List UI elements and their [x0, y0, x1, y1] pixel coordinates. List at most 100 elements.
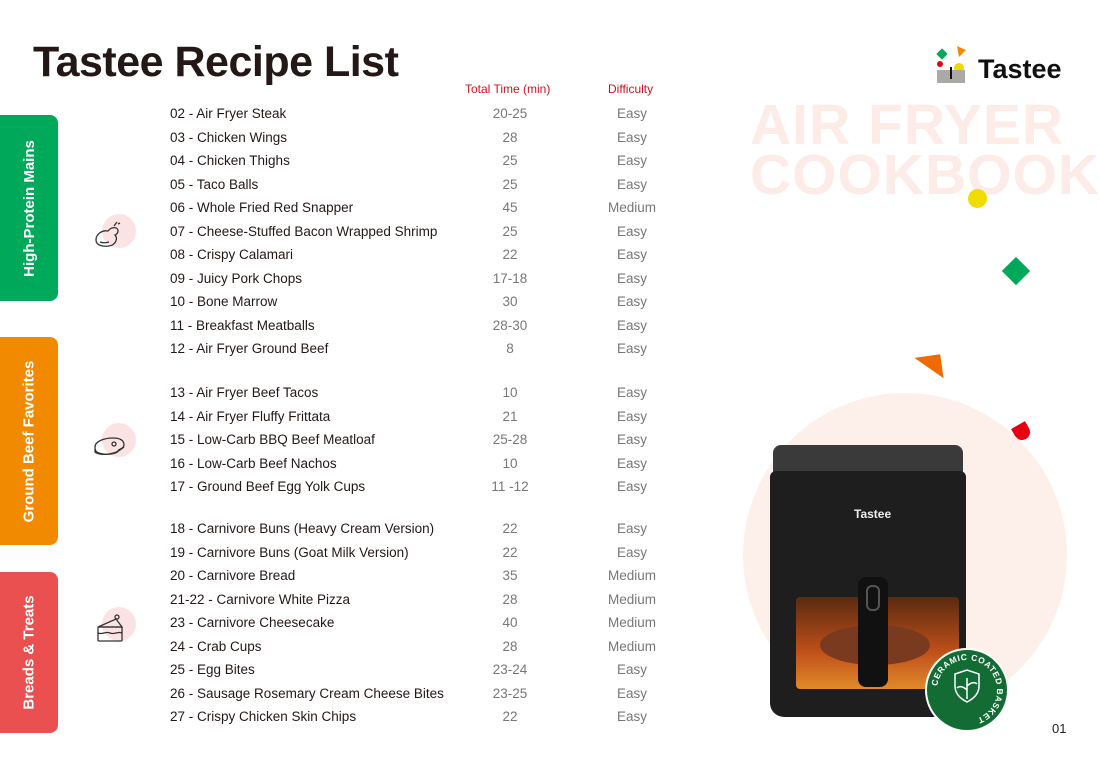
difficulty: Easy	[616, 270, 647, 286]
recipe-name: 12 - Air Fryer Ground Beef	[170, 341, 329, 356]
total-time: 28	[502, 591, 518, 607]
total-time: 10	[502, 385, 518, 400]
recipe-row: 27 - Crispy Chicken Skin Chips 22 Easy	[170, 709, 670, 729]
recipe-name: 11 - Breakfast Meatballs	[170, 317, 315, 333]
air-fryer-image: Tastee	[770, 445, 966, 720]
difficulty: Medium	[607, 638, 656, 654]
total-time: 30	[502, 294, 518, 309]
recipe-row: 05 - Taco Balls 25 Easy	[170, 177, 670, 197]
total-time: 20-25	[492, 106, 528, 121]
decor-orange-triangle	[914, 354, 944, 382]
difficulty: Easy	[616, 247, 647, 262]
recipe-name: 15 - Low-Carb BBQ Beef Meatloaf	[170, 432, 375, 447]
recipe-name: 17 - Ground Beef Egg Yolk Cups	[170, 479, 366, 494]
recipe-name: 09 - Juicy Pork Chops	[170, 270, 303, 286]
product-label: Tastee	[854, 507, 892, 521]
recipe-name: 13 - Air Fryer Beef Tacos	[170, 385, 319, 400]
total-time: 28	[502, 129, 518, 145]
difficulty: Easy	[616, 294, 647, 309]
header-total-time: Total Time (min)	[465, 82, 551, 96]
recipe-row: 20 - Carnivore Bread 35 Medium	[170, 568, 670, 588]
recipe-name: 16 - Low-Carb Beef Nachos	[170, 455, 337, 471]
recipe-row: 02 - Air Fryer Steak 20-25 Easy	[170, 106, 670, 126]
recipe-row: 04 - Chicken Thighs 25 Easy	[170, 153, 670, 173]
header-difficulty: Difficulty	[608, 82, 654, 96]
chicken-icon	[92, 214, 136, 254]
difficulty: Medium	[607, 568, 656, 583]
total-time: 22	[502, 247, 518, 262]
difficulty: Easy	[616, 176, 647, 192]
total-time: 21	[502, 408, 518, 424]
difficulty: Medium	[607, 615, 656, 630]
total-time: 25	[502, 153, 518, 168]
recipe-name: 07 - Cheese-Stuffed Bacon Wrapped Shrimp	[170, 223, 438, 239]
total-time: 8	[506, 341, 514, 356]
recipe-row: 08 - Crispy Calamari 22 Easy	[170, 247, 670, 267]
difficulty: Easy	[616, 341, 647, 356]
recipe-row: 07 - Cheese-Stuffed Bacon Wrapped Shrimp…	[170, 224, 670, 244]
recipe-row: 25 - Egg Bites 23-24 Easy	[170, 662, 670, 682]
recipe-row: 21-22 - Carnivore White Pizza 28 Medium	[170, 592, 670, 612]
total-time: 28-30	[492, 317, 528, 333]
total-time: 25	[502, 176, 518, 192]
difficulty: Easy	[616, 479, 647, 494]
total-time: 28	[502, 638, 518, 654]
difficulty: Easy	[616, 385, 647, 400]
recipe-name: 03 - Chicken Wings	[170, 129, 288, 145]
page-number: 01	[1052, 721, 1067, 736]
recipe-row: 03 - Chicken Wings 28 Easy	[170, 130, 670, 150]
total-time: 25	[502, 223, 518, 239]
total-time: 17-18	[492, 270, 528, 286]
difficulty: Easy	[616, 106, 647, 121]
recipe-row: 16 - Low-Carb Beef Nachos 10 Easy	[170, 456, 670, 476]
total-time: 22	[502, 544, 518, 560]
recipe-name: 20 - Carnivore Bread	[170, 568, 296, 583]
recipe-row: 17 - Ground Beef Egg Yolk Cups 11 -12 Easy	[170, 479, 670, 499]
recipe-row: 10 - Bone Marrow 30 Easy	[170, 294, 670, 314]
decor-green-diamond	[1001, 256, 1031, 286]
logo-text: Tastee	[978, 54, 1062, 84]
recipe-row: 06 - Whole Fried Red Snapper 45 Medium	[170, 200, 670, 220]
recipe-row: 23 - Carnivore Cheesecake 40 Medium	[170, 615, 670, 635]
recipe-row: 19 - Carnivore Buns (Goat Milk Version) 2…	[170, 545, 670, 565]
total-time: 45	[502, 200, 518, 215]
recipe-name: 18 - Carnivore Buns (Heavy Cream Version…	[170, 521, 435, 536]
total-time: 35	[502, 568, 518, 583]
recipe-name: 08 - Crispy Calamari	[170, 247, 294, 262]
difficulty: Easy	[616, 408, 647, 424]
total-time: 22	[502, 709, 518, 724]
recipe-row: 14 - Air Fryer Fluffy Frittata 21 Easy	[170, 409, 670, 429]
total-time: 11 -12	[491, 479, 529, 494]
difficulty: Medium	[607, 591, 656, 607]
recipe-row: 09 - Juicy Pork Chops 17-18 Easy	[170, 271, 670, 291]
recipe-name: 10 - Bone Marrow	[170, 294, 278, 309]
ceramic-coated-badge: CERAMIC COATED BASKET	[925, 648, 1009, 732]
total-time: 10	[502, 455, 518, 471]
recipe-name: 23 - Carnivore Cheesecake	[170, 615, 335, 630]
difficulty: Easy	[616, 709, 647, 724]
recipe-row: 15 - Low-Carb BBQ Beef Meatloaf 25-28 Easy	[170, 432, 670, 452]
recipe-name: 19 - Carnivore Buns (Goat Milk Version)	[170, 544, 409, 560]
total-time: 25-28	[492, 432, 528, 447]
difficulty: Easy	[616, 455, 647, 471]
difficulty: Easy	[616, 317, 647, 333]
recipe-name: 06 - Whole Fried Red Snapper	[170, 200, 354, 215]
difficulty: Easy	[616, 685, 647, 701]
recipe-name: 04 - Chicken Thighs	[170, 153, 290, 168]
decor-yellow-dot	[968, 189, 987, 208]
difficulty: Easy	[616, 223, 647, 239]
section-tab-breads: Breads & Treats	[0, 572, 58, 733]
total-time: 23-25	[492, 685, 528, 701]
recipe-name: 14 - Air Fryer Fluffy Frittata	[170, 408, 331, 424]
page-title: Tastee Recipe List	[33, 38, 399, 86]
recipe-row: 12 - Air Fryer Ground Beef 8 Easy	[170, 341, 670, 361]
recipe-name: 24 - Crab Cups	[170, 638, 262, 654]
total-time: 23-24	[492, 662, 528, 677]
recipe-row: 24 - Crab Cups 28 Medium	[170, 639, 670, 659]
recipe-name: 26 - Sausage Rosemary Cream Cheese Bites	[170, 685, 444, 701]
recipe-name: 21-22 - Carnivore White Pizza	[170, 591, 351, 607]
difficulty: Easy	[616, 432, 647, 447]
total-time: 22	[502, 521, 518, 536]
recipe-row: 26 - Sausage Rosemary Cream Cheese Bites…	[170, 686, 670, 706]
difficulty: Easy	[616, 153, 647, 168]
